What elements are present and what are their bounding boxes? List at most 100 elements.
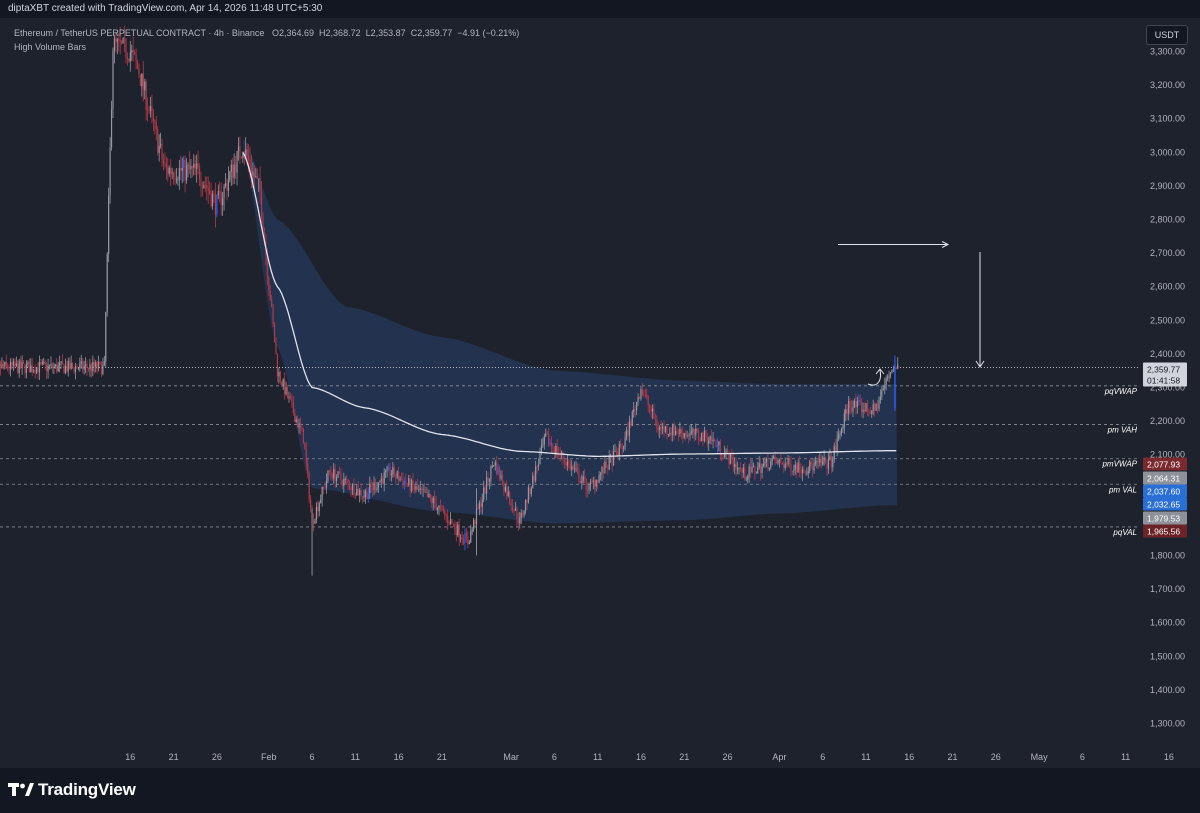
candle-body [37,367,39,373]
candle-body [157,129,159,153]
candle-body [144,81,146,91]
candle-body [754,466,756,474]
candle-body [20,360,22,368]
candle-body [656,419,658,428]
candle-body [659,426,661,431]
candle-body [493,465,495,467]
candle-body [361,496,364,498]
candle-body [636,402,638,411]
candle-body [312,518,315,524]
candle-body [514,507,517,511]
candle-body [299,423,302,429]
candle-body [452,523,455,525]
candle-body [145,81,147,110]
candle-body [713,439,716,441]
candle-body [633,409,635,412]
candle-body [54,364,56,367]
candle-body [72,363,74,368]
candle-body [12,361,15,366]
candle-body [110,109,113,148]
candle-body [200,179,202,186]
candle-body [700,432,703,442]
candle-body [69,360,71,369]
candle-body [458,524,460,539]
candle-body [555,445,557,454]
candle-body [477,508,479,510]
price-tick-label: 2,400.00 [1150,349,1185,359]
candle-body [745,479,747,481]
candle-body [222,197,224,206]
candle-body [406,483,408,485]
candle-body [768,467,770,469]
candle-body [242,154,244,158]
candle-body [413,486,416,490]
price-label-bg [1143,457,1187,471]
candle-body [661,426,664,429]
candle-body [317,506,319,512]
candle-body [533,475,535,481]
candle-body [724,452,726,457]
candle-body [703,430,706,442]
candle-body [255,176,257,178]
high-label: H [319,28,326,38]
candle-body [187,164,189,166]
currency-button[interactable]: USDT [1146,25,1188,45]
candle-body [174,178,176,180]
legend-symbol[interactable]: Ethereum / TetherUS PERPETUAL CONTRACT ·… [14,28,265,38]
candle-body [256,176,258,179]
candle-body [129,52,131,62]
candle-body [268,277,270,291]
time-tick-label: 6 [820,752,825,762]
candle-body [387,466,390,468]
low-label: L [365,28,371,38]
candle-body [721,453,723,457]
brand-name: TradingView [38,780,136,799]
candle-body [253,171,255,178]
candle-body [216,195,218,215]
candle-body [327,470,329,482]
candle-body [87,368,90,370]
candle-body [298,423,300,428]
candle-body [809,461,811,472]
candle-body [135,54,137,62]
candle-body [428,493,430,497]
price-chart[interactable]: 3,300.00 3,200.00 3,100.00 3,000.00 2,900.00… [0,18,1200,768]
candle-body [432,497,434,504]
price-label-value: 2,032.65 [1147,500,1180,510]
price-tick-label: 2,500.00 [1150,315,1185,325]
candle-body [113,37,116,51]
candle-body [232,164,234,178]
candle-body [698,431,700,439]
time-tick-label: 21 [437,752,447,762]
candle-body [301,428,303,429]
candle-body [310,499,312,508]
price-tick-label: 2,800.00 [1150,215,1185,225]
footer-bar [0,768,1200,813]
candle-body [556,445,558,455]
candle-body [807,471,809,474]
tradingview-logo[interactable]: TradingView [8,779,136,801]
candle-body [465,533,468,538]
price-label-bg [1143,362,1187,387]
time-tick-label: 21 [169,752,179,762]
candle-body [341,480,343,486]
candle-body [773,456,775,458]
candle-body [209,190,211,195]
candle-body [591,481,593,483]
time-tick-label: 21 [679,752,689,762]
candle-body [705,430,707,438]
candle-body [11,361,13,366]
candle-body [291,399,293,402]
candle-body [359,490,361,495]
candle-body [786,463,788,465]
candle-body [178,167,180,180]
candle-body [74,366,77,372]
candle-body [347,480,349,484]
legend-indicator[interactable]: High Volume Bars [14,42,87,52]
candle-body [601,467,603,474]
candle-body [504,486,506,492]
candle-body [868,411,870,413]
candle-body [229,172,231,181]
candle-body [549,442,551,445]
